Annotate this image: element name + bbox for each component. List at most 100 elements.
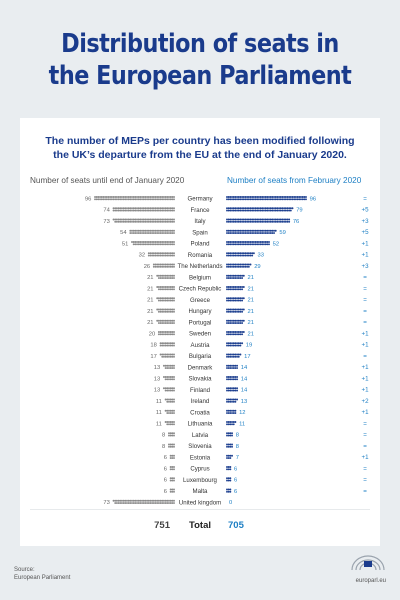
- before-seat-dot: [164, 355, 167, 358]
- change-indicator: +1: [361, 240, 369, 247]
- before-seat-dot: [162, 333, 165, 336]
- before-seat-dots: [164, 421, 175, 426]
- before-seat-dot: [149, 254, 152, 257]
- before-seat-dot: [171, 398, 174, 401]
- after-seat-dot: [226, 466, 228, 468]
- after-seat-dot: [261, 209, 264, 212]
- before-value-label: 21: [147, 309, 153, 315]
- before-seat-dot: [169, 342, 172, 345]
- before-seat-dot: [129, 207, 132, 210]
- after-seat-dot: [252, 232, 255, 234]
- after-seat-dot: [234, 319, 237, 322]
- before-seat-dot: [159, 297, 162, 300]
- before-seat-dot: [161, 198, 164, 201]
- before-seat-dot: [149, 198, 152, 201]
- before-seat-dot: [127, 499, 130, 502]
- before-seat-dot: [117, 220, 120, 223]
- before-seat-dot: [171, 265, 174, 268]
- before-seat-dot: [149, 499, 152, 502]
- before-seat-dot: [157, 274, 160, 277]
- after-seat-dot: [246, 218, 249, 221]
- before-seat-dot: [147, 207, 150, 210]
- after-seat-dot: [236, 398, 239, 401]
- after-seat-dot: [226, 477, 228, 480]
- after-seat-dot: [268, 229, 270, 232]
- before-value-label: 21: [147, 286, 153, 292]
- before-seat-dot: [102, 196, 105, 198]
- after-seat-dot: [263, 196, 265, 198]
- after-seat-dot: [234, 277, 237, 279]
- after-seat-dot: [234, 265, 237, 268]
- after-seat-dot: [239, 319, 242, 322]
- before-value-label: 11: [156, 421, 162, 427]
- after-seat-dot: [284, 220, 287, 223]
- before-seat-dot: [161, 333, 164, 336]
- after-seat-dot: [269, 198, 272, 201]
- before-seat-dot: [169, 367, 172, 369]
- after-seat-dot: [299, 196, 302, 198]
- after-seat-dot: [256, 220, 259, 223]
- after-seat-dot: [232, 355, 235, 358]
- after-seat-dot: [279, 207, 282, 210]
- after-seat-dot: [249, 220, 252, 223]
- before-seat-dot: [151, 207, 154, 210]
- change-indicator: =: [363, 420, 367, 427]
- after-seat-dot: [226, 288, 228, 291]
- country-label: Croatia: [190, 409, 210, 416]
- before-seat-dot: [147, 252, 150, 255]
- after-seat-dot: [244, 207, 247, 210]
- after-seat-dot: [266, 209, 269, 212]
- before-seat-dot: [100, 198, 103, 201]
- before-seat-dot: [169, 468, 172, 471]
- after-seat-dot: [231, 274, 233, 277]
- after-seat-dot: [261, 198, 264, 201]
- after-seat-dot: [261, 218, 264, 221]
- after-seat-dot: [279, 196, 282, 198]
- before-seat-dot: [141, 241, 144, 243]
- before-value-label: 21: [147, 275, 153, 281]
- before-seat-dot: [164, 263, 167, 266]
- after-seat-dot: [242, 229, 245, 232]
- before-seat-dot: [144, 502, 147, 504]
- before-seat-dot: [131, 196, 133, 198]
- after-seat-dot: [289, 196, 292, 198]
- before-seat-dot: [132, 232, 135, 234]
- after-value-label: 7: [236, 455, 239, 461]
- before-seat-dot: [166, 398, 169, 401]
- before-seat-dot: [164, 196, 167, 198]
- after-seat-dot: [259, 232, 262, 234]
- before-seat-dot: [173, 198, 175, 201]
- before-seat-dot: [147, 502, 150, 504]
- after-seat-dot: [254, 232, 257, 234]
- after-seat-dot: [229, 263, 232, 266]
- after-seat-dot: [229, 421, 232, 423]
- before-seat-dot: [157, 220, 160, 223]
- before-seat-dot: [164, 308, 167, 311]
- before-seat-dot: [173, 490, 175, 493]
- before-seat-dot: [127, 502, 130, 504]
- before-seat-dot: [115, 218, 118, 221]
- after-seat-dot: [232, 254, 235, 257]
- after-seat-dot: [254, 243, 257, 246]
- after-seat-dot: [288, 207, 291, 210]
- before-seat-dot: [141, 220, 144, 223]
- after-seat-dot: [229, 252, 232, 255]
- before-seat-dot: [171, 333, 174, 336]
- after-seat-dot: [274, 198, 277, 201]
- after-seat-dot: [234, 412, 237, 414]
- after-seat-dot: [239, 252, 242, 255]
- change-indicator: =: [363, 319, 367, 326]
- before-seat-dot: [169, 220, 172, 223]
- before-seat-dot: [119, 198, 122, 201]
- before-seat-dot: [146, 220, 149, 223]
- after-seat-dot: [229, 308, 232, 311]
- after-seat-dot: [232, 378, 235, 381]
- before-seat-dot: [156, 265, 159, 268]
- change-indicator: =: [363, 297, 367, 304]
- before-seat-dot: [156, 207, 159, 210]
- after-seat-dot: [268, 241, 270, 243]
- before-seat-dot: [173, 308, 175, 311]
- after-seat-dot: [234, 400, 237, 403]
